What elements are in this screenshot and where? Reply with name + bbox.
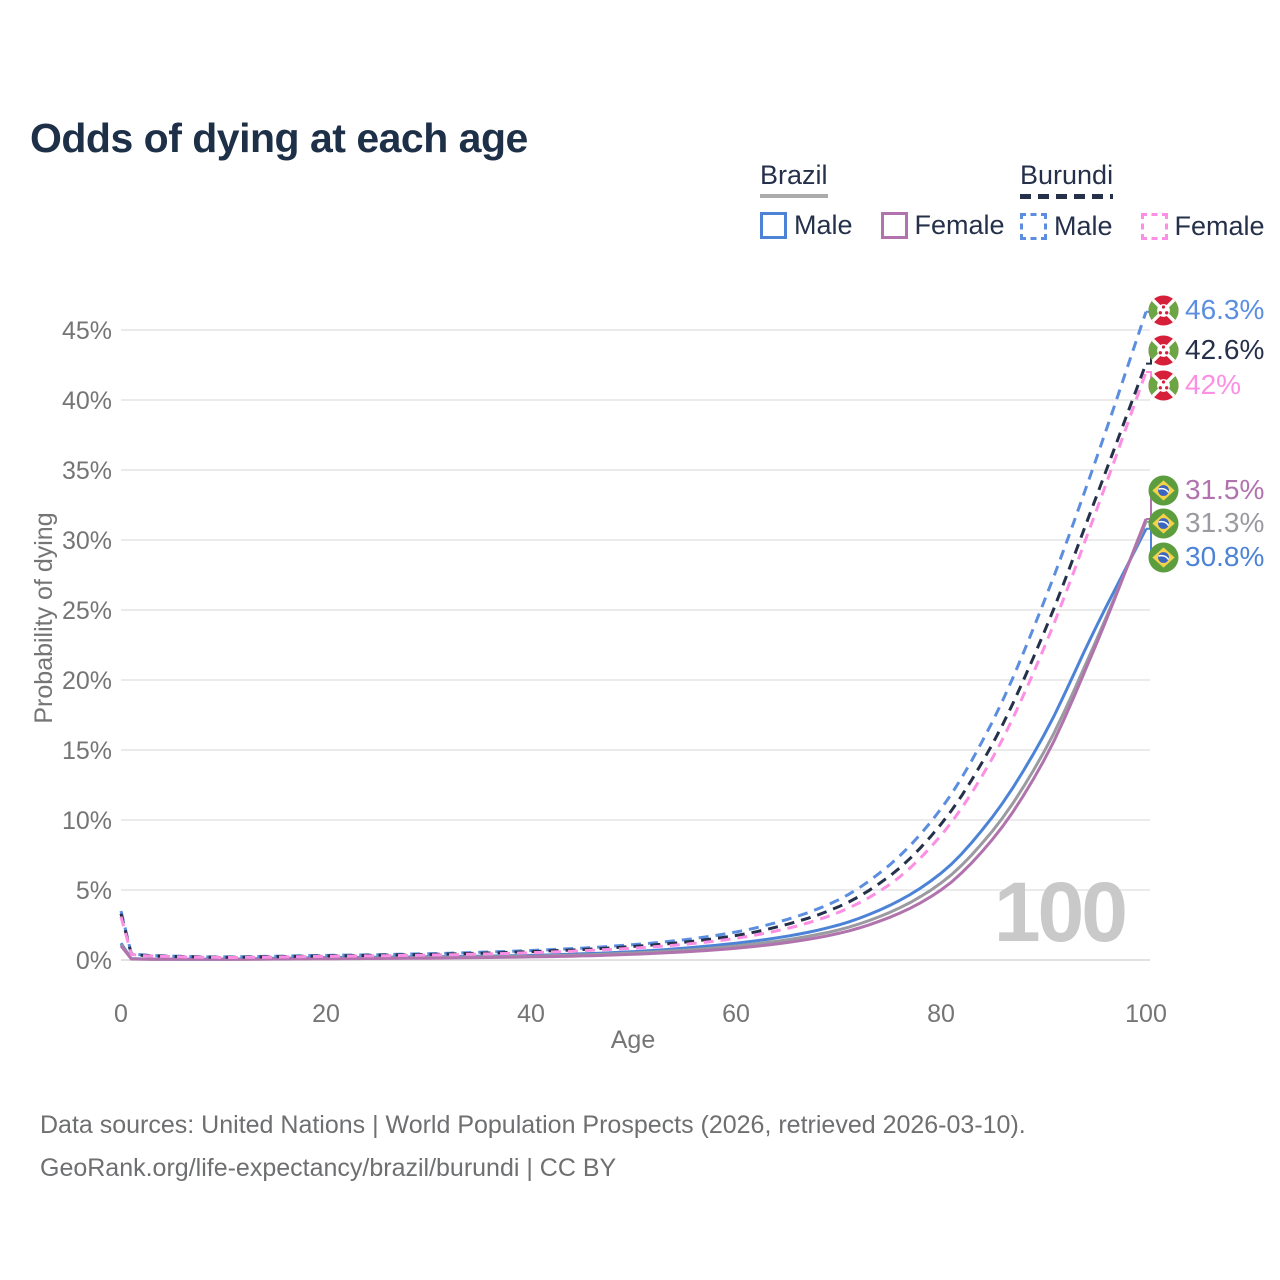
- end-label-value: 42.6%: [1185, 334, 1265, 365]
- end-label-burundi-all: 42.6%: [1148, 334, 1264, 366]
- series-line-burundi-all[interactable]: [119, 363, 1148, 959]
- end-label-brazil-male: 30.8%: [1148, 541, 1264, 573]
- burundi-female-swatch: [1140, 213, 1168, 240]
- brazil-male-swatch: [760, 212, 787, 239]
- legend-header-brazil[interactable]: Brazil: [760, 160, 828, 190]
- hover-age-watermark: 100: [994, 865, 1125, 959]
- svg-text:0: 0: [114, 1000, 128, 1028]
- brazil-flag-icon: [1148, 508, 1179, 539]
- svg-text:10%: 10%: [62, 807, 112, 835]
- end-label-value: 31.5%: [1185, 474, 1265, 505]
- svg-text:25%: 25%: [62, 597, 112, 625]
- end-label-brazil-all: 31.3%: [1148, 507, 1264, 539]
- legend-item-burundi-male[interactable]: Male: [1020, 211, 1113, 242]
- y-axis-title: Probability of dying: [30, 512, 58, 724]
- legend-label: Female: [1174, 211, 1265, 241]
- svg-text:5%: 5%: [76, 877, 112, 905]
- burundi-flag-icon: [1148, 335, 1179, 366]
- svg-text:40: 40: [517, 1000, 545, 1028]
- burundi-male-swatch: [1020, 213, 1047, 240]
- svg-text:15%: 15%: [62, 737, 112, 765]
- brazil-flag-icon: [1148, 542, 1179, 573]
- data-sources-line: Data sources: United Nations | World Pop…: [40, 1111, 1026, 1139]
- end-label-burundi-female: 42%: [1148, 369, 1241, 401]
- y-axis-tick-labels: 0% 5% 10% 15% 20% 25% 30% 35% 40% 45%: [62, 317, 112, 975]
- burundi-dashed-line-swatch: [1020, 194, 1114, 199]
- footer-attribution: Data sources: United Nations | World Pop…: [40, 1104, 1026, 1190]
- svg-text:30%: 30%: [62, 527, 112, 555]
- svg-text:100: 100: [1125, 1000, 1167, 1028]
- svg-text:35%: 35%: [62, 457, 112, 485]
- legend-group-burundi: Burundi Male Female: [1020, 160, 1265, 242]
- svg-text:20: 20: [312, 1000, 340, 1028]
- svg-text:0%: 0%: [76, 947, 112, 975]
- series-line-burundi-male[interactable]: [119, 311, 1148, 959]
- page-title: Odds of dying at each age: [30, 115, 528, 162]
- legend-label: Male: [1054, 211, 1113, 241]
- svg-text:60: 60: [722, 1000, 750, 1028]
- burundi-flag-icon: [1148, 295, 1179, 326]
- end-label-burundi-male: 46.3%: [1148, 294, 1264, 326]
- legend-item-burundi-female[interactable]: Female: [1140, 211, 1265, 242]
- x-axis-tick-labels: 0 20 40 60 80 100: [114, 1000, 1167, 1028]
- svg-text:45%: 45%: [62, 317, 112, 345]
- end-label-brazil-female: 31.5%: [1148, 474, 1264, 506]
- end-label-value: 31.3%: [1185, 507, 1265, 538]
- legend-group-brazil: Brazil Male Female: [760, 160, 1005, 241]
- brazil-flag-icon: [1148, 475, 1179, 506]
- gridlines: [121, 329, 1150, 961]
- series-line-brazil-all[interactable]: [119, 521, 1148, 961]
- svg-text:80: 80: [927, 1000, 955, 1028]
- svg-text:40%: 40%: [62, 387, 112, 415]
- series-lines: [119, 311, 1148, 961]
- series-line-brazil-male[interactable]: [119, 528, 1148, 961]
- end-label-value: 30.8%: [1185, 541, 1265, 572]
- svg-text:20%: 20%: [62, 667, 112, 695]
- burundi-flag-icon: [1148, 370, 1179, 401]
- brazil-solid-line-swatch: [760, 194, 828, 198]
- source-url-line: GeoRank.org/life-expectancy/brazil/burun…: [40, 1154, 617, 1182]
- end-label-value: 42%: [1185, 369, 1242, 400]
- legend-label: Male: [794, 210, 853, 240]
- series-line-brazil-female[interactable]: [119, 518, 1148, 961]
- end-label-value: 46.3%: [1185, 294, 1265, 325]
- legend-header-burundi[interactable]: Burundi: [1020, 160, 1114, 190]
- legend-item-brazil-male[interactable]: Male: [760, 210, 853, 241]
- brazil-female-swatch: [880, 212, 908, 239]
- legend-item-brazil-female[interactable]: Female: [880, 210, 1005, 241]
- x-axis-title: Age: [610, 1026, 656, 1054]
- legend-label: Female: [914, 210, 1005, 240]
- series-line-burundi-female[interactable]: [119, 371, 1148, 959]
